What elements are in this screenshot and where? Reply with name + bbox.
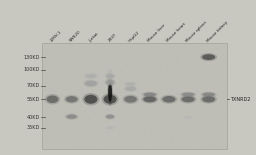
Text: 293T: 293T: [107, 32, 118, 43]
Ellipse shape: [143, 93, 156, 97]
Ellipse shape: [85, 81, 97, 86]
Ellipse shape: [200, 92, 217, 97]
Text: 35KD: 35KD: [27, 125, 40, 130]
Bar: [42, 43, 227, 149]
Ellipse shape: [83, 79, 99, 88]
Ellipse shape: [106, 80, 114, 85]
Ellipse shape: [125, 86, 136, 91]
Ellipse shape: [104, 78, 116, 86]
Ellipse shape: [200, 95, 217, 104]
Text: Mouse liver: Mouse liver: [147, 23, 166, 43]
Ellipse shape: [66, 96, 78, 102]
Ellipse shape: [106, 115, 114, 119]
Ellipse shape: [183, 115, 193, 119]
Text: Mouse heart: Mouse heart: [166, 22, 187, 43]
Ellipse shape: [202, 96, 215, 102]
Text: Mouse kidney: Mouse kidney: [206, 20, 229, 43]
Ellipse shape: [202, 54, 215, 60]
Ellipse shape: [122, 94, 139, 104]
Ellipse shape: [45, 94, 60, 105]
Ellipse shape: [83, 73, 98, 79]
Text: HepG2: HepG2: [128, 30, 141, 43]
Text: 130KD: 130KD: [24, 55, 40, 60]
Ellipse shape: [180, 95, 197, 104]
Ellipse shape: [161, 95, 177, 104]
Ellipse shape: [106, 126, 114, 130]
Ellipse shape: [105, 73, 115, 79]
Ellipse shape: [102, 93, 119, 106]
Ellipse shape: [106, 74, 114, 78]
Ellipse shape: [202, 93, 215, 97]
Text: 70KD: 70KD: [27, 83, 40, 88]
Text: 40KD: 40KD: [27, 115, 40, 120]
Text: 55KD: 55KD: [27, 97, 40, 102]
Ellipse shape: [142, 92, 158, 97]
Ellipse shape: [124, 96, 137, 103]
Ellipse shape: [64, 95, 79, 104]
Ellipse shape: [182, 93, 195, 97]
Ellipse shape: [85, 74, 97, 78]
Ellipse shape: [103, 95, 117, 104]
Ellipse shape: [141, 95, 158, 104]
Ellipse shape: [143, 96, 156, 102]
Text: TXNRD2: TXNRD2: [230, 97, 250, 102]
Ellipse shape: [47, 95, 58, 103]
Ellipse shape: [82, 93, 99, 106]
Ellipse shape: [184, 116, 192, 118]
Ellipse shape: [105, 114, 115, 120]
Ellipse shape: [67, 114, 77, 119]
Text: 22RV-1: 22RV-1: [50, 30, 63, 43]
Ellipse shape: [107, 126, 113, 129]
Ellipse shape: [163, 96, 176, 102]
Ellipse shape: [124, 82, 137, 86]
Text: Mouse spleen: Mouse spleen: [185, 20, 208, 43]
Ellipse shape: [84, 95, 97, 104]
Ellipse shape: [108, 79, 113, 106]
Ellipse shape: [180, 92, 196, 97]
Ellipse shape: [200, 53, 217, 61]
Ellipse shape: [65, 114, 79, 120]
Text: Jurkat: Jurkat: [88, 31, 99, 43]
Text: SW620: SW620: [69, 29, 82, 43]
Text: 100KD: 100KD: [24, 67, 40, 72]
Ellipse shape: [123, 85, 138, 92]
Ellipse shape: [108, 83, 112, 102]
Ellipse shape: [182, 96, 195, 102]
Ellipse shape: [126, 82, 135, 86]
